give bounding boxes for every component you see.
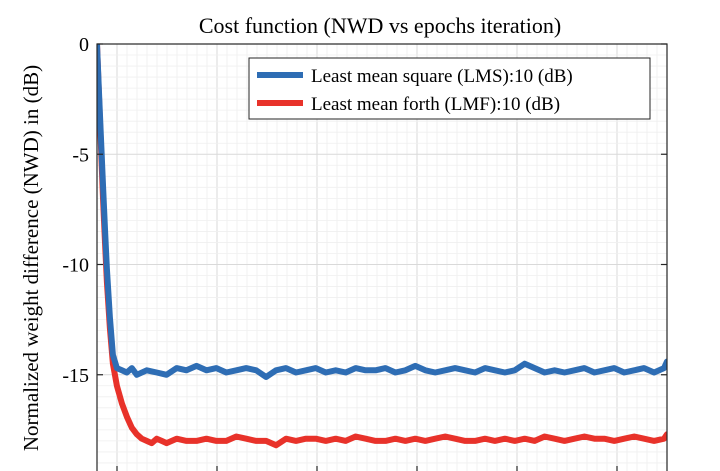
y-tick-label: -10 xyxy=(62,255,89,277)
series-line-lms xyxy=(97,44,667,380)
series-layer xyxy=(97,44,667,449)
y-axis-ticks: 0 -5 -10 -15 xyxy=(62,34,667,471)
y-tick-label: -15 xyxy=(62,365,89,387)
legend: Least mean square (LMS):10 (dB) Least me… xyxy=(248,57,651,120)
chart-title: Cost function (NWD vs epochs iteration) xyxy=(199,13,561,38)
y-tick-label: 0 xyxy=(79,34,89,56)
y-tick-label: -5 xyxy=(72,144,89,166)
legend-box xyxy=(248,57,651,120)
legend-label-lmf: Least mean forth (LMF):10 (dB) xyxy=(311,94,560,115)
grid-lines xyxy=(97,43,667,471)
series-line-lmf xyxy=(97,44,667,449)
legend-label-lms: Least mean square (LMS):10 (dB) xyxy=(311,66,573,87)
y-axis-label: Normalized weight difference (NWD) in (d… xyxy=(19,65,43,451)
